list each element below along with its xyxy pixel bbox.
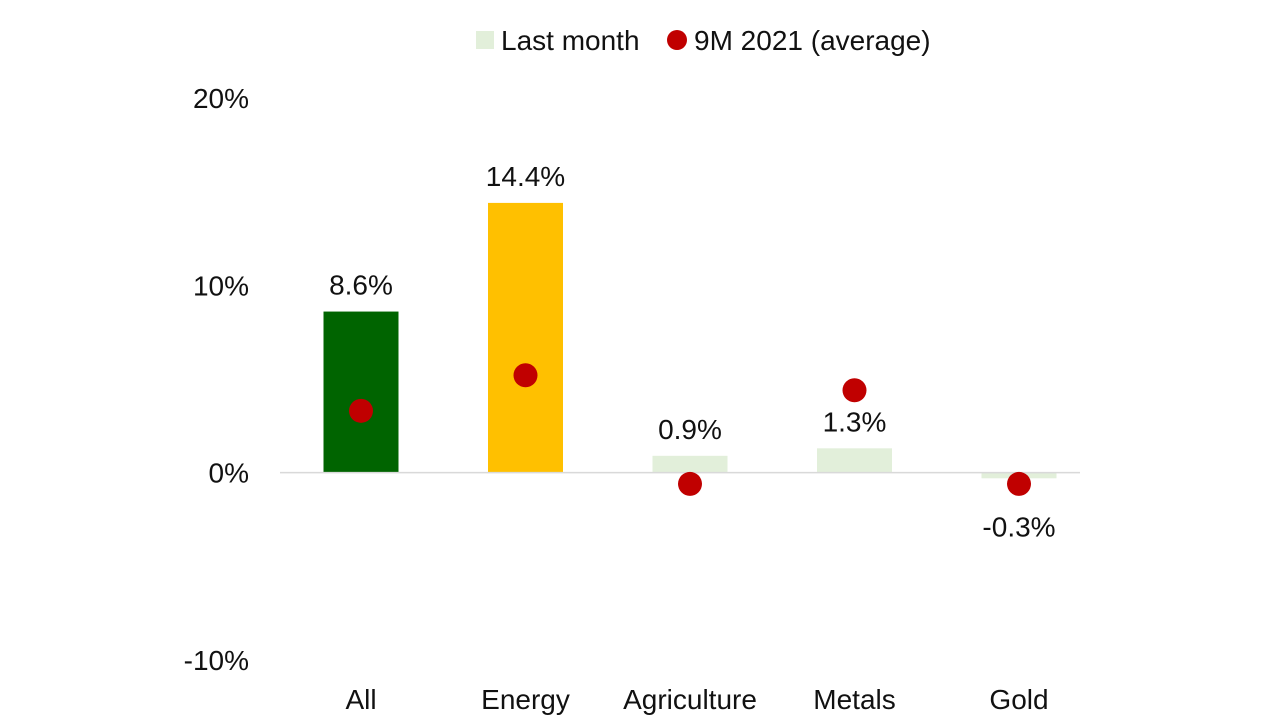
marker-energy [513,363,538,388]
y-tick-label: -10% [184,645,249,676]
y-tick-label: 20% [193,83,249,114]
legend-label-last-month: Last month [501,25,640,56]
legend-swatch-9m-average [667,30,687,50]
x-category-label: Agriculture [623,684,757,715]
y-axis: 20% 10% 0% -10% [184,83,249,676]
legend-swatch-last-month [476,31,494,49]
bar-series-last-month [323,202,1057,479]
data-label-metals: 1.3% [823,406,887,437]
data-label-gold: -0.3% [982,511,1055,542]
x-category-label: All [345,684,376,715]
y-tick-label: 0% [209,458,249,489]
bar-energy [488,202,563,473]
data-label-energy: 14.4% [486,161,565,192]
x-category-label: Gold [989,684,1048,715]
data-label-agriculture: 0.9% [658,414,722,445]
x-category-label: Metals [813,684,895,715]
bar-agriculture [652,455,728,473]
data-label-all: 8.6% [329,270,393,301]
legend-label-9m-average: 9M 2021 (average) [694,25,931,56]
x-category-label: Energy [481,684,570,715]
marker-series-9m-average [349,363,1031,496]
marker-agriculture [678,471,702,496]
bar-metals [817,448,892,473]
marker-metals [842,378,867,403]
marker-gold [1007,471,1031,496]
bar-all [323,311,399,473]
legend: Last month 9M 2021 (average) [476,25,931,56]
marker-all [349,398,373,423]
y-tick-label: 10% [193,270,249,301]
data-labels: 8.6% 14.4% 0.9% 1.3% -0.3% [329,161,1055,542]
x-axis: All Energy Agriculture Metals Gold [345,684,1048,715]
